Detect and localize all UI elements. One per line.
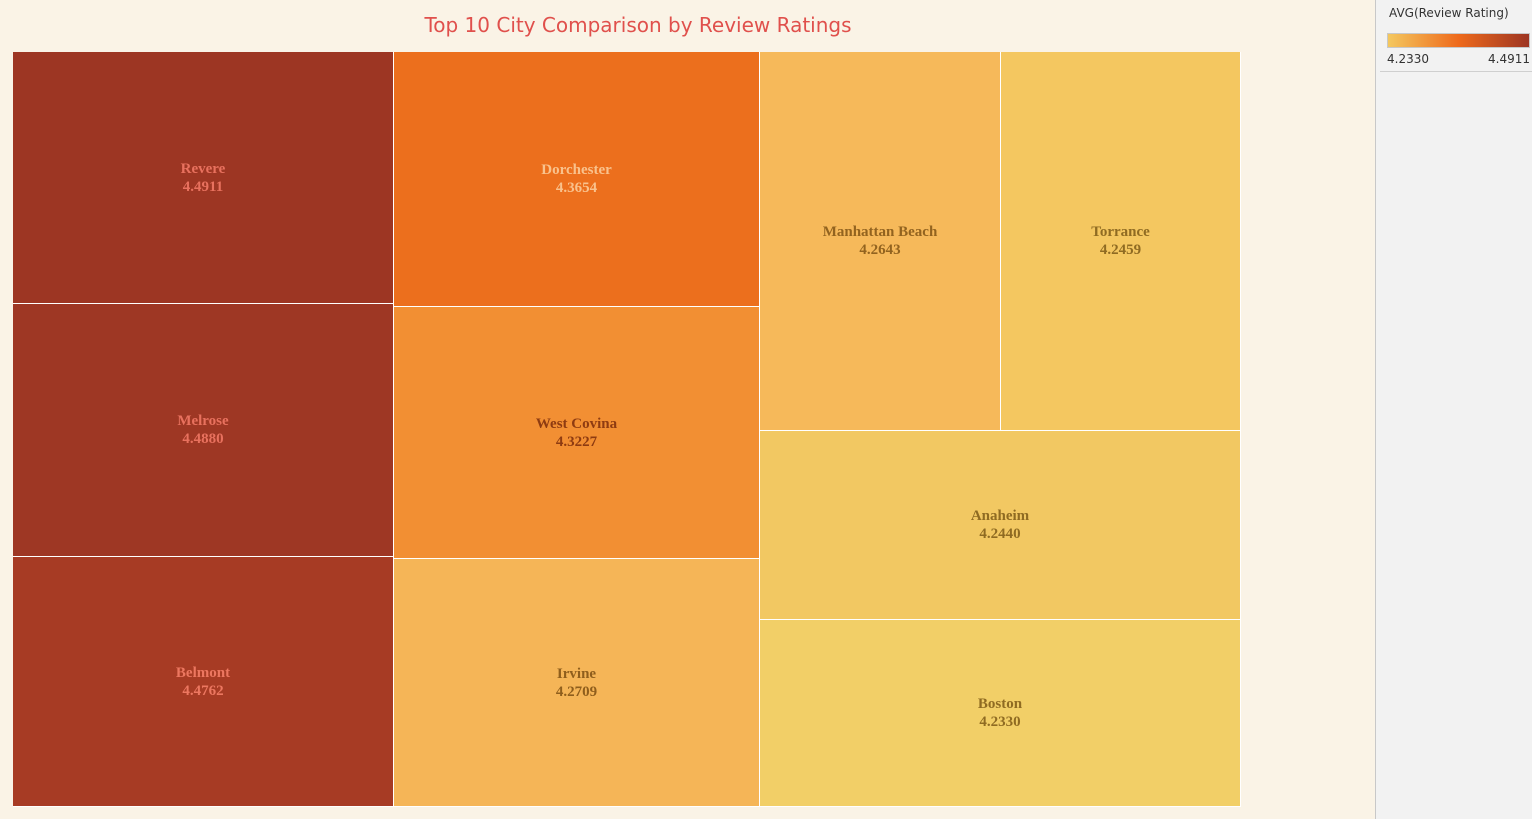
- treemap-tile-torrance[interactable]: Torrance 4.2459: [1001, 52, 1241, 431]
- legend-title: AVG(Review Rating): [1389, 6, 1509, 20]
- tile-rating-label: 4.2330: [979, 714, 1021, 730]
- treemap-tile-boston[interactable]: Boston 4.2330: [760, 620, 1241, 807]
- tile-city-label: Melrose: [177, 413, 229, 429]
- legend-min-label: 4.2330: [1387, 52, 1429, 66]
- chart-title: Top 10 City Comparison by Review Ratings: [424, 13, 852, 37]
- legend-panel: AVG(Review Rating) 4.2330 4.4911: [1375, 0, 1532, 819]
- tile-city-label: Dorchester: [541, 162, 612, 178]
- tile-rating-label: 4.2459: [1099, 242, 1142, 258]
- tile-rating-label: 4.2643: [859, 242, 901, 258]
- treemap-tile-dorchester[interactable]: Dorchester 4.3654: [394, 52, 760, 307]
- tile-city-label: Torrance: [1091, 224, 1150, 240]
- tile-city-label: Belmont: [175, 664, 231, 681]
- tile-rating-label: 4.4762: [182, 682, 224, 699]
- tile-rating-label: 4.4880: [182, 431, 224, 447]
- treemap-canvas: Revere 4.4911 Melrose 4.4880 Belmont 4.4762 Do…: [13, 52, 1241, 807]
- treemap-tile-anaheim[interactable]: Anaheim 4.2440: [760, 431, 1241, 620]
- tile-rating-label: 4.3227: [555, 433, 598, 450]
- tile-rating-label: 4.4911: [182, 178, 224, 195]
- legend-color-ramp: [1387, 33, 1530, 48]
- tile-city-label: West Covina: [535, 415, 618, 432]
- treemap-tile-west-covina[interactable]: West Covina 4.3227: [394, 307, 760, 559]
- tile-rating-label: 4.3654: [555, 180, 598, 196]
- treemap-tile-manhattan-beach[interactable]: Manhattan Beach 4.2643: [760, 52, 1001, 431]
- treemap-tile-belmont[interactable]: Belmont 4.4762: [13, 557, 394, 807]
- treemap-tile-revere[interactable]: Revere 4.4911: [13, 52, 394, 304]
- treemap-tile-irvine[interactable]: Irvine 4.2709: [394, 559, 760, 807]
- tile-city-label: Revere: [180, 160, 226, 177]
- tile-city-label: Manhattan Beach: [822, 224, 938, 240]
- tile-rating-label: 4.2709: [555, 683, 598, 700]
- legend-max-label: 4.4911: [1488, 52, 1530, 66]
- tile-city-label: Irvine: [556, 665, 597, 682]
- tile-city-label: Anaheim: [970, 508, 1030, 524]
- treemap-tile-melrose[interactable]: Melrose 4.4880: [13, 304, 394, 557]
- color-legend[interactable]: AVG(Review Rating) 4.2330 4.4911: [1380, 0, 1532, 72]
- tile-rating-label: 4.2440: [979, 526, 1021, 542]
- tile-city-label: Boston: [977, 696, 1023, 712]
- treemap-view: Revere 4.4911 Melrose 4.4880 Belmont 4.4762 Do…: [13, 13, 1241, 807]
